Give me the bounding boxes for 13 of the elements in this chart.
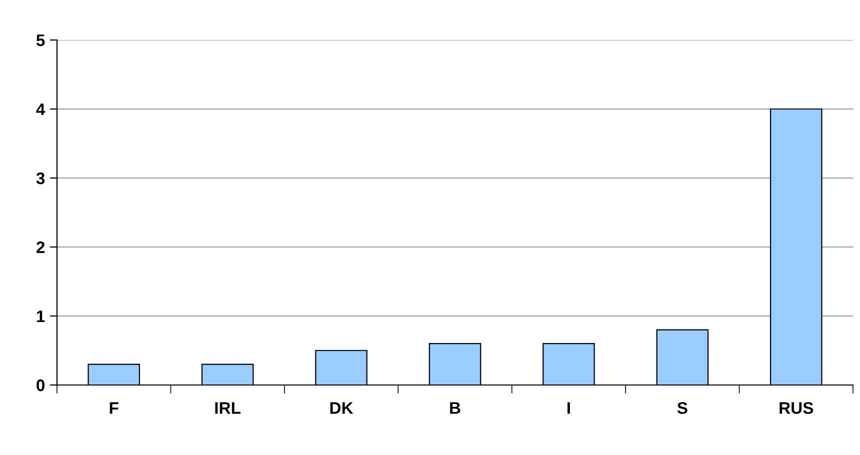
x-tick-label: DK bbox=[330, 402, 354, 414]
y-tick-label: 2 bbox=[36, 241, 45, 254]
x-tick-label: B bbox=[450, 402, 460, 414]
y-tick-label: 1 bbox=[36, 310, 45, 322]
x-tick-label: S bbox=[677, 402, 688, 414]
y-tick-label: 3 bbox=[36, 172, 45, 184]
y-tick-label: 5 bbox=[36, 34, 45, 46]
x-tick-label: F bbox=[110, 402, 118, 414]
y-tick-label: 4 bbox=[36, 104, 46, 116]
x-tick-label: I bbox=[568, 402, 570, 414]
x-tick-label: IRL bbox=[215, 402, 240, 414]
y-tick-label: 0 bbox=[36, 379, 45, 392]
x-tick-label: RUS bbox=[780, 402, 814, 414]
